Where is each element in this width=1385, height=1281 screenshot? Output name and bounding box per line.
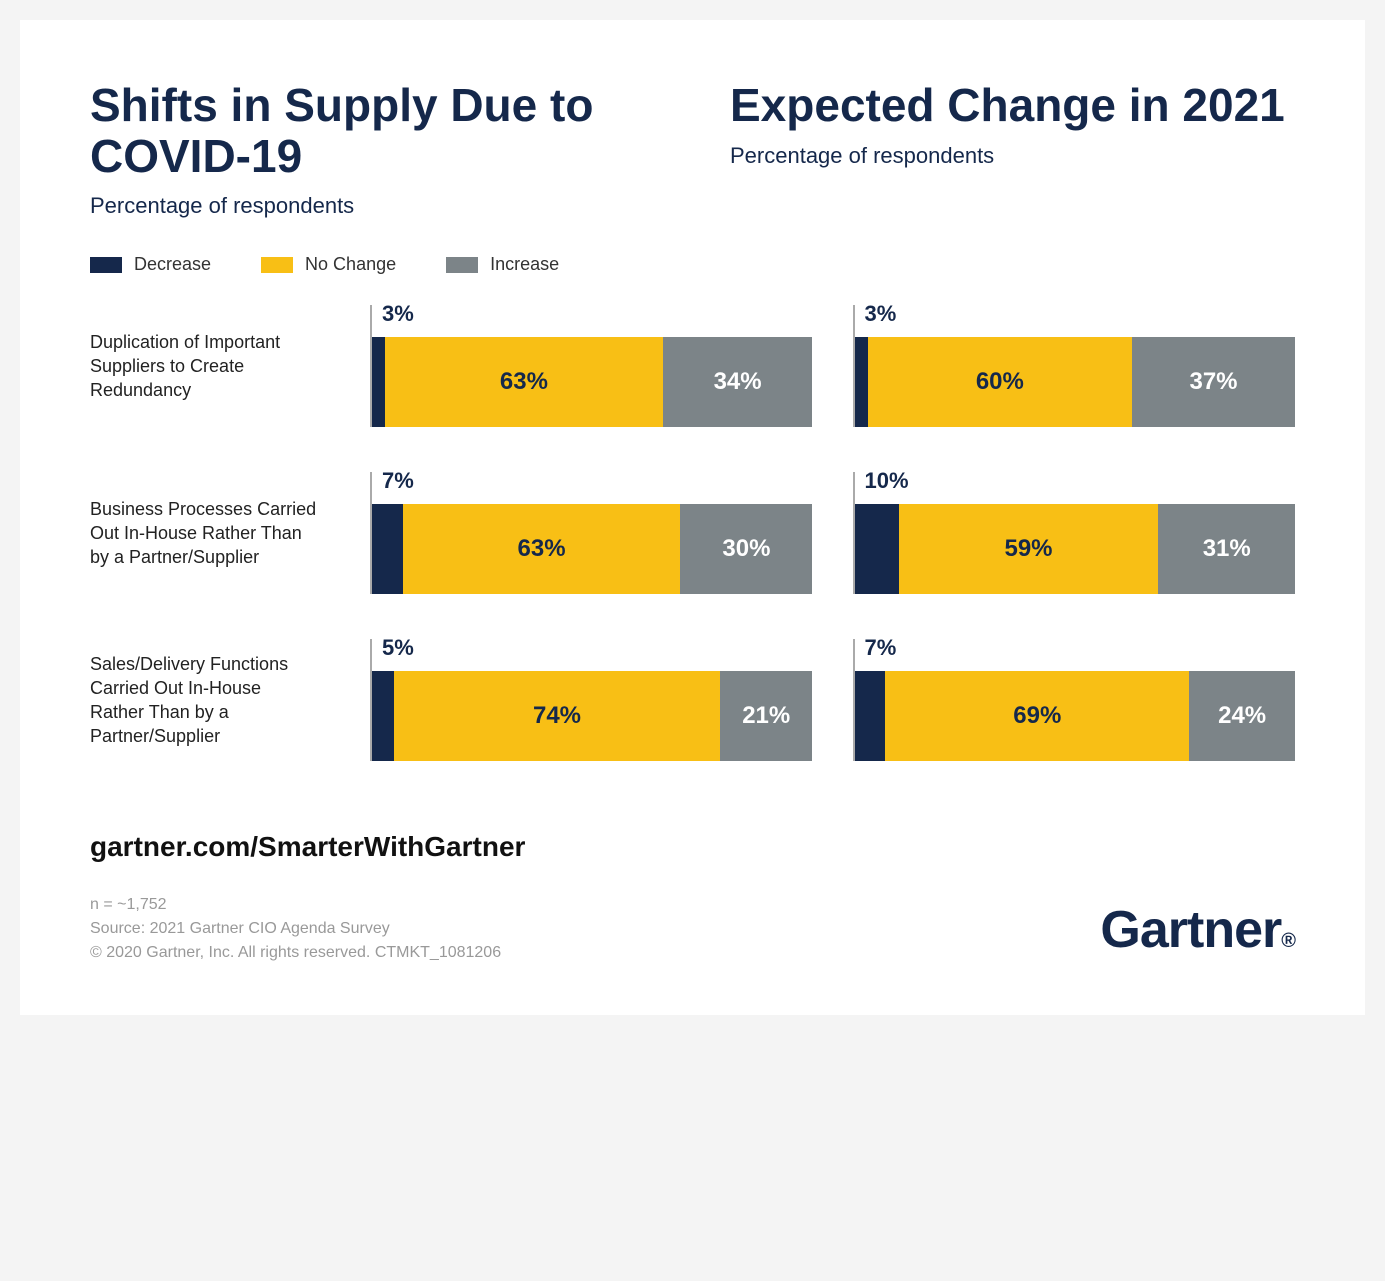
segment-increase: 24% <box>1189 671 1295 761</box>
stacked-bar: 74%21% <box>372 671 813 761</box>
bar-container: 7%69%24% <box>853 639 1296 761</box>
logo-registered: ® <box>1281 930 1295 952</box>
segment-nochange: 59% <box>899 504 1159 594</box>
stacked-bar: 60%37% <box>855 337 1296 427</box>
footer-url: gartner.com/SmarterWithGartner <box>90 831 1295 863</box>
decrease-label: 3% <box>382 301 414 327</box>
legend: Decrease No Change Increase <box>90 254 1295 275</box>
segment-decrease <box>855 671 886 761</box>
stacked-bar: 59%31% <box>855 504 1296 594</box>
legend-increase-label: Increase <box>490 254 559 275</box>
segment-increase: 30% <box>680 504 812 594</box>
segment-increase: 21% <box>720 671 813 761</box>
legend-decrease-label: Decrease <box>134 254 211 275</box>
swatch-nochange <box>261 257 293 273</box>
bar-container: 3%60%37% <box>853 305 1296 427</box>
row-label: Business Processes Carried Out In-House … <box>90 472 330 594</box>
segment-nochange: 63% <box>385 337 663 427</box>
segment-increase: 31% <box>1158 504 1295 594</box>
stacked-bar: 63%34% <box>372 337 813 427</box>
stacked-bar: 63%30% <box>372 504 813 594</box>
legend-decrease: Decrease <box>90 254 211 275</box>
segment-decrease <box>855 337 868 427</box>
bar-container: 10%59%31% <box>853 472 1296 594</box>
decrease-label: 3% <box>865 301 897 327</box>
header-right: Expected Change in 2021 Percentage of re… <box>730 80 1295 219</box>
decrease-label: 10% <box>865 468 909 494</box>
segment-decrease <box>372 337 385 427</box>
segment-nochange: 74% <box>394 671 720 761</box>
stacked-bar: 69%24% <box>855 671 1296 761</box>
header-left: Shifts in Supply Due to COVID-19 Percent… <box>90 80 650 219</box>
decrease-label: 5% <box>382 635 414 661</box>
legend-nochange-label: No Change <box>305 254 396 275</box>
decrease-label: 7% <box>382 468 414 494</box>
bar-container: 5%74%21% <box>370 639 813 761</box>
legend-increase: Increase <box>446 254 559 275</box>
segment-nochange: 69% <box>885 671 1189 761</box>
segment-nochange: 60% <box>868 337 1132 427</box>
infographic-card: Shifts in Supply Due to COVID-19 Percent… <box>20 20 1365 1015</box>
segment-decrease <box>372 671 394 761</box>
segment-decrease <box>855 504 899 594</box>
bar-container: 7%63%30% <box>370 472 813 594</box>
subtitle-left: Percentage of respondents <box>90 193 650 219</box>
header-row: Shifts in Supply Due to COVID-19 Percent… <box>90 80 1295 219</box>
decrease-label: 7% <box>865 635 897 661</box>
title-left: Shifts in Supply Due to COVID-19 <box>90 80 650 181</box>
segment-increase: 37% <box>1132 337 1295 427</box>
row-label: Duplication of Important Suppliers to Cr… <box>90 305 330 427</box>
gartner-logo: Gartner® <box>1100 900 1295 960</box>
segment-decrease <box>372 504 403 594</box>
swatch-decrease <box>90 257 122 273</box>
logo-text: Gartner <box>1100 901 1281 959</box>
legend-nochange: No Change <box>261 254 396 275</box>
row-label: Sales/Delivery Functions Carried Out In-… <box>90 639 330 761</box>
bar-container: 3%63%34% <box>370 305 813 427</box>
swatch-increase <box>446 257 478 273</box>
subtitle-right: Percentage of respondents <box>730 143 1295 169</box>
segment-increase: 34% <box>663 337 813 427</box>
title-right: Expected Change in 2021 <box>730 80 1295 131</box>
segment-nochange: 63% <box>403 504 681 594</box>
chart-area: Duplication of Important Suppliers to Cr… <box>90 305 1295 761</box>
